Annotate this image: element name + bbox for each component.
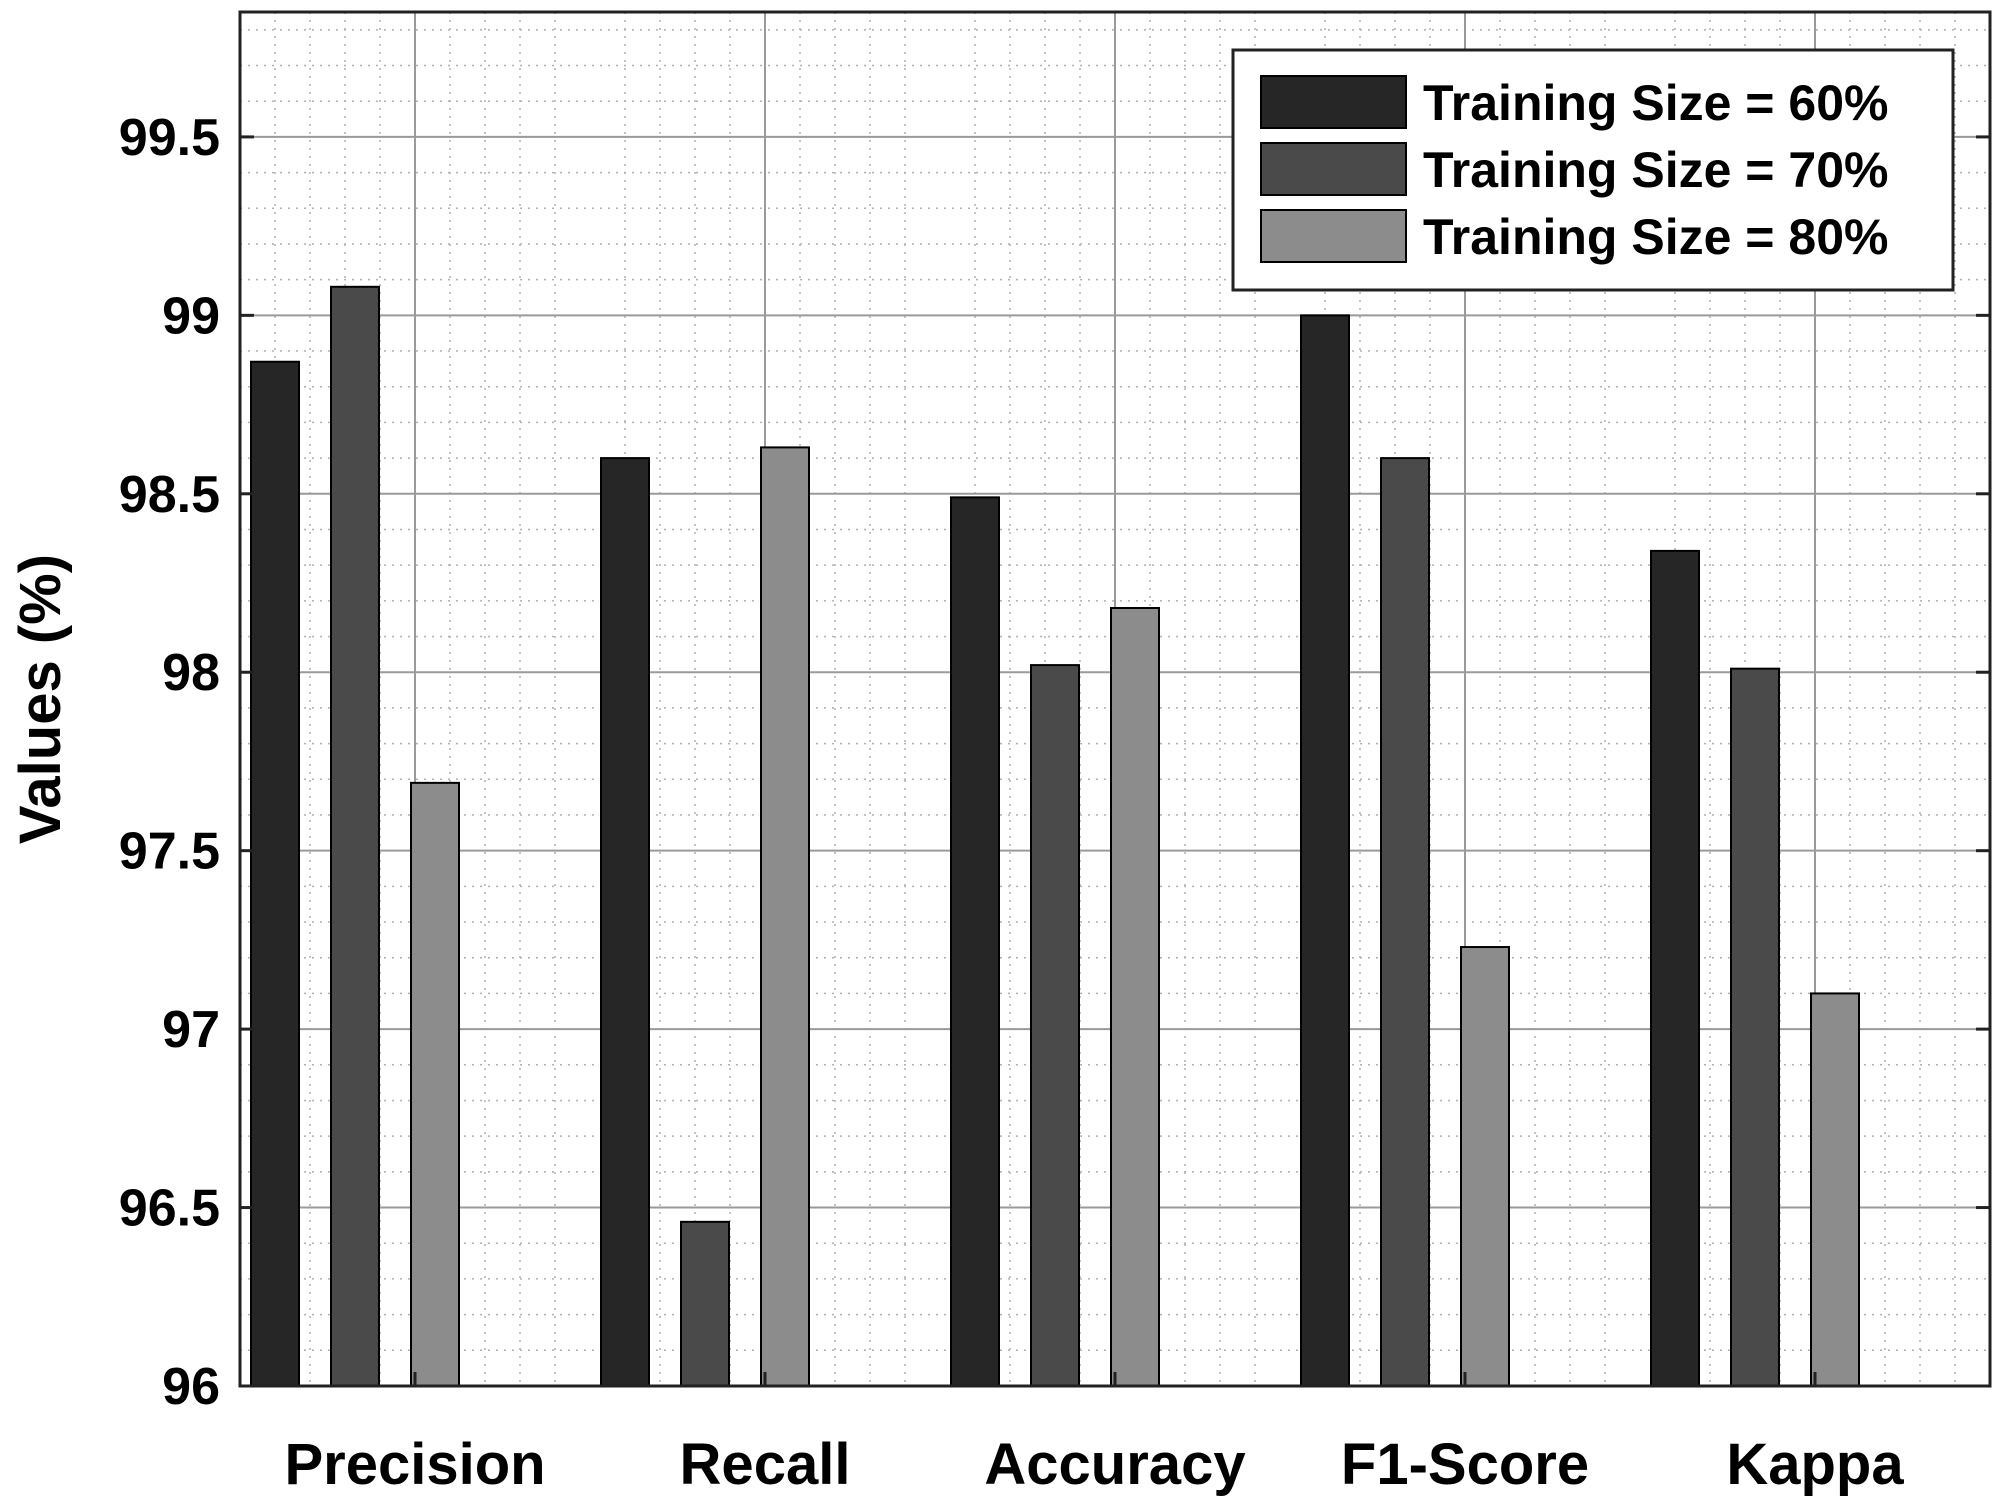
bar-f1-score-s1 [1300, 314, 1350, 1387]
x-tick-label: Recall [680, 1432, 851, 1497]
y-tick-label: 97.5 [119, 823, 220, 881]
y-axis-ticks: 96 96.5 97 97.5 98 98.5 99 99.5 [119, 109, 1990, 1416]
legend: Training Size = 60% Training Size = 70% Tr… [1231, 48, 1955, 292]
bar-f1-score-s2 [1380, 457, 1430, 1387]
legend-label: Training Size = 60% [1423, 75, 1888, 131]
y-tick-label: 96 [162, 1358, 220, 1416]
legend-label: Training Size = 70% [1423, 142, 1888, 198]
bar-series-group [250, 285, 1860, 1388]
y-tick-label: 99 [162, 287, 220, 345]
x-axis-labels: Precision Recall Accuracy F1-Score Kappa [284, 1372, 1904, 1497]
y-axis-title: Values (%) [8, 554, 73, 844]
legend-label: Training Size = 80% [1423, 209, 1888, 265]
y-tick-label: 97 [162, 1001, 220, 1059]
bar-recall-s2 [680, 1220, 730, 1387]
x-tick-label: F1-Score [1341, 1432, 1589, 1497]
y-tick-label: 96.5 [119, 1180, 220, 1238]
bar-precision-s3 [410, 781, 460, 1387]
bar-recall-s1 [600, 457, 650, 1387]
x-tick-label: Precision [284, 1432, 545, 1497]
bar-precision-s1 [250, 360, 300, 1387]
legend-swatch [1260, 142, 1407, 196]
bar-kappa-s1 [1650, 549, 1700, 1387]
y-tick-label: 99.5 [119, 109, 220, 167]
bar-accuracy-s1 [950, 496, 1000, 1388]
bar-accuracy-s3 [1110, 606, 1160, 1387]
bar-recall-s3 [760, 446, 810, 1387]
x-tick-label: Accuracy [984, 1432, 1245, 1497]
legend-swatch [1260, 75, 1407, 129]
y-tick-label: 98 [162, 644, 220, 702]
bar-accuracy-s2 [1030, 664, 1080, 1387]
x-tick-label: Kappa [1726, 1432, 1904, 1497]
legend-swatch [1260, 209, 1407, 263]
bar-kappa-s2 [1730, 667, 1780, 1387]
bar-precision-s2 [330, 285, 380, 1387]
bar-f1-score-s3 [1460, 946, 1510, 1387]
bar-kappa-s3 [1810, 992, 1860, 1388]
y-tick-label: 98.5 [119, 466, 220, 524]
